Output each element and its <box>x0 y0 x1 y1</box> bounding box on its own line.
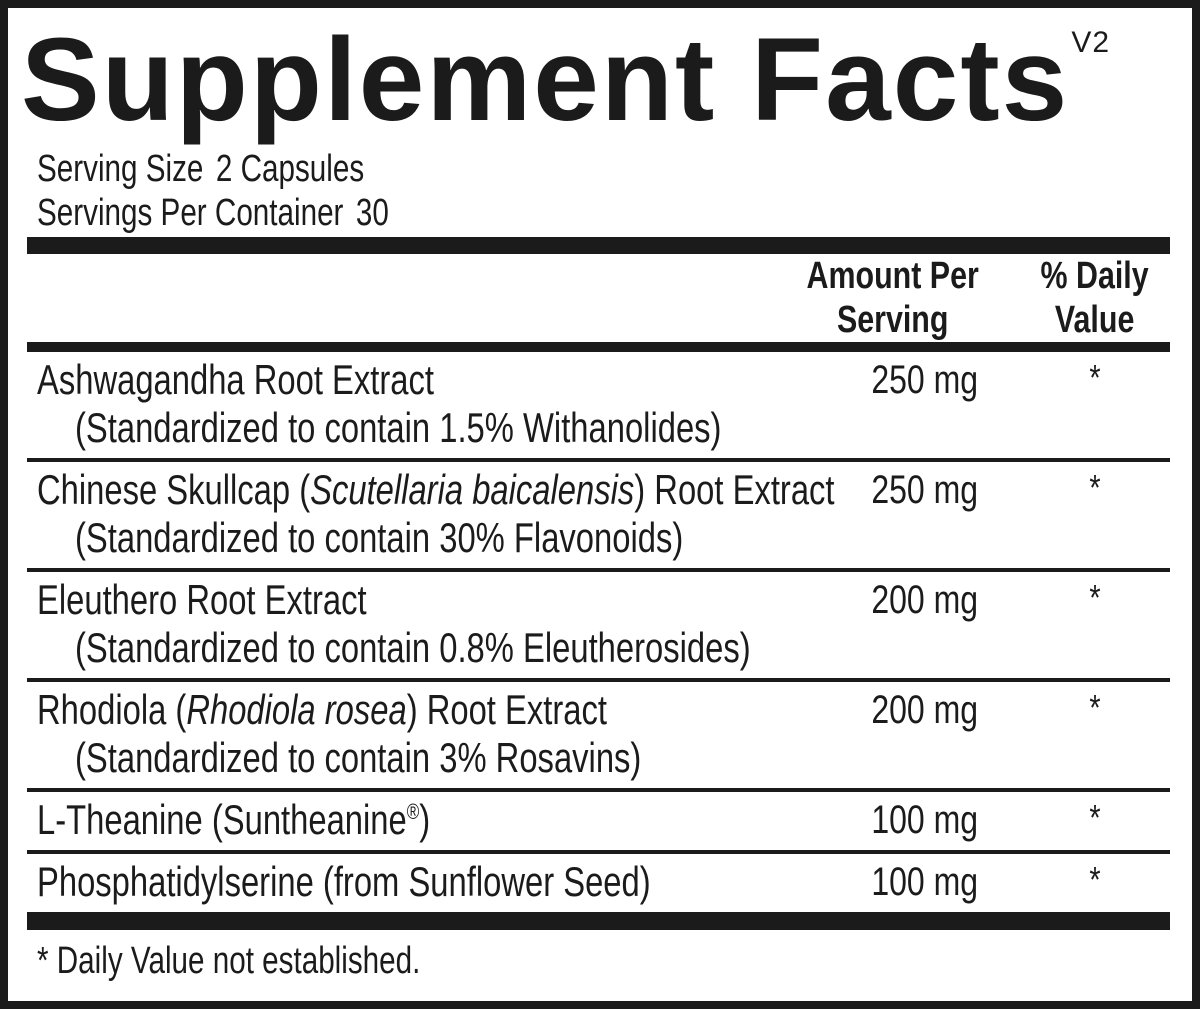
panel-title: Supplement Facts <box>21 14 1070 146</box>
servings-per-container-label: Servings Per Container <box>37 192 344 234</box>
serving-size-label: Serving Size <box>37 148 204 190</box>
ingredient-name-part: Eleuthero Root Extract <box>37 576 367 623</box>
ingredient-detail: (Standardized to contain 3% Rosavins) <box>75 734 642 781</box>
daily-value-column-header: % Daily Value <box>1020 254 1170 342</box>
ingredient-daily-value: * <box>1089 859 1101 900</box>
ingredient-name-part: ) Root Extract <box>406 686 607 733</box>
servings-per-container-line: Servings Per Container 30 <box>37 191 1170 235</box>
column-headers: Amount Per Serving % Daily Value <box>27 254 1170 342</box>
ingredient-daily-value: * <box>1089 357 1101 398</box>
ingredient-amount: 100 mg <box>871 860 979 904</box>
ingredient-daily-value: * <box>1089 467 1101 508</box>
amount-header-line2: Serving <box>836 299 949 341</box>
ingredient-amount: 200 mg <box>871 578 979 622</box>
serving-size-value: 2 Capsules <box>215 148 365 190</box>
ingredient-row: Phosphatidylserine (from Sunflower Seed)… <box>27 854 1170 912</box>
ingredient-row: L-Theanine (Suntheanine®) 100 mg * <box>27 792 1170 854</box>
divider-bar-header <box>27 342 1170 352</box>
ingredient-row: Chinese Skullcap (Scutellaria baicalensi… <box>27 462 1170 572</box>
ingredient-name-part: Ashwagandha Root Extract <box>37 356 434 403</box>
ingredient-amount: 100 mg <box>871 798 979 842</box>
footnote-text: * Daily Value not established. <box>37 940 421 982</box>
amount-header-line1: Amount Per <box>806 255 979 297</box>
ingredient-name: Rhodiola (Rhodiola rosea) Root Extract <box>37 686 850 734</box>
ingredient-name-part: Rhodiola ( <box>37 686 187 733</box>
version-tag: V2 <box>1071 26 1111 59</box>
ingredient-detail: (Standardized to contain 30% Flavonoids) <box>75 514 684 561</box>
ingredient-detail: (Standardized to contain 1.5% Withanolid… <box>75 404 722 451</box>
ingredient-amount: 250 mg <box>871 358 979 402</box>
dv-header-line1: % Daily <box>1040 255 1150 297</box>
ingredient-amount: 250 mg <box>871 468 979 512</box>
ingredient-name-part: ® <box>406 799 420 824</box>
ingredient-daily-value: * <box>1089 797 1101 838</box>
ingredient-name: Eleuthero Root Extract <box>37 576 850 624</box>
ingredient-detail: (Standardized to contain 0.8% Eleutheros… <box>75 624 751 671</box>
ingredient-row: Ashwagandha Root Extract (Standardized t… <box>27 352 1170 462</box>
ingredient-name-part: Phosphatidylserine (from Sunflower Seed) <box>37 858 651 905</box>
divider-bar-bottom <box>27 912 1170 930</box>
ingredient-name-part: Rhodiola rosea <box>186 686 407 733</box>
ingredient-name-part: L-Theanine (Suntheanine <box>37 796 407 843</box>
title-line: Supplement FactsV2 <box>21 18 1192 143</box>
footnote: * Daily Value not established. <box>27 938 1170 984</box>
serving-info: Serving Size 2 Capsules Servings Per Cont… <box>37 147 1170 235</box>
ingredient-row: Rhodiola (Rhodiola rosea) Root Extract (… <box>27 682 1170 792</box>
servings-per-container-value: 30 <box>355 192 389 234</box>
dv-header-line2: Value <box>1055 299 1135 341</box>
ingredient-row: Eleuthero Root Extract (Standardized to … <box>27 572 1170 682</box>
ingredient-name: Ashwagandha Root Extract <box>37 356 850 404</box>
ingredient-daily-value: * <box>1089 687 1101 728</box>
ingredient-daily-value: * <box>1089 577 1101 618</box>
ingredient-name: Chinese Skullcap (Scutellaria baicalensi… <box>37 466 850 514</box>
ingredient-name-part: ) Root Extract <box>634 466 835 513</box>
ingredient-table: Ashwagandha Root Extract (Standardized t… <box>27 352 1170 912</box>
ingredient-name-part: ) <box>419 796 431 843</box>
divider-bar-top <box>27 237 1170 254</box>
ingredient-name: L-Theanine (Suntheanine®) <box>37 796 850 844</box>
ingredient-name-part: Chinese Skullcap ( <box>37 466 311 513</box>
serving-size-line: Serving Size 2 Capsules <box>37 147 1170 191</box>
ingredient-name: Phosphatidylserine (from Sunflower Seed) <box>37 858 850 906</box>
amount-column-header: Amount Per Serving <box>785 254 1000 342</box>
ingredient-name-part: Scutellaria baicalensis <box>310 466 635 513</box>
ingredient-amount: 200 mg <box>871 688 979 732</box>
